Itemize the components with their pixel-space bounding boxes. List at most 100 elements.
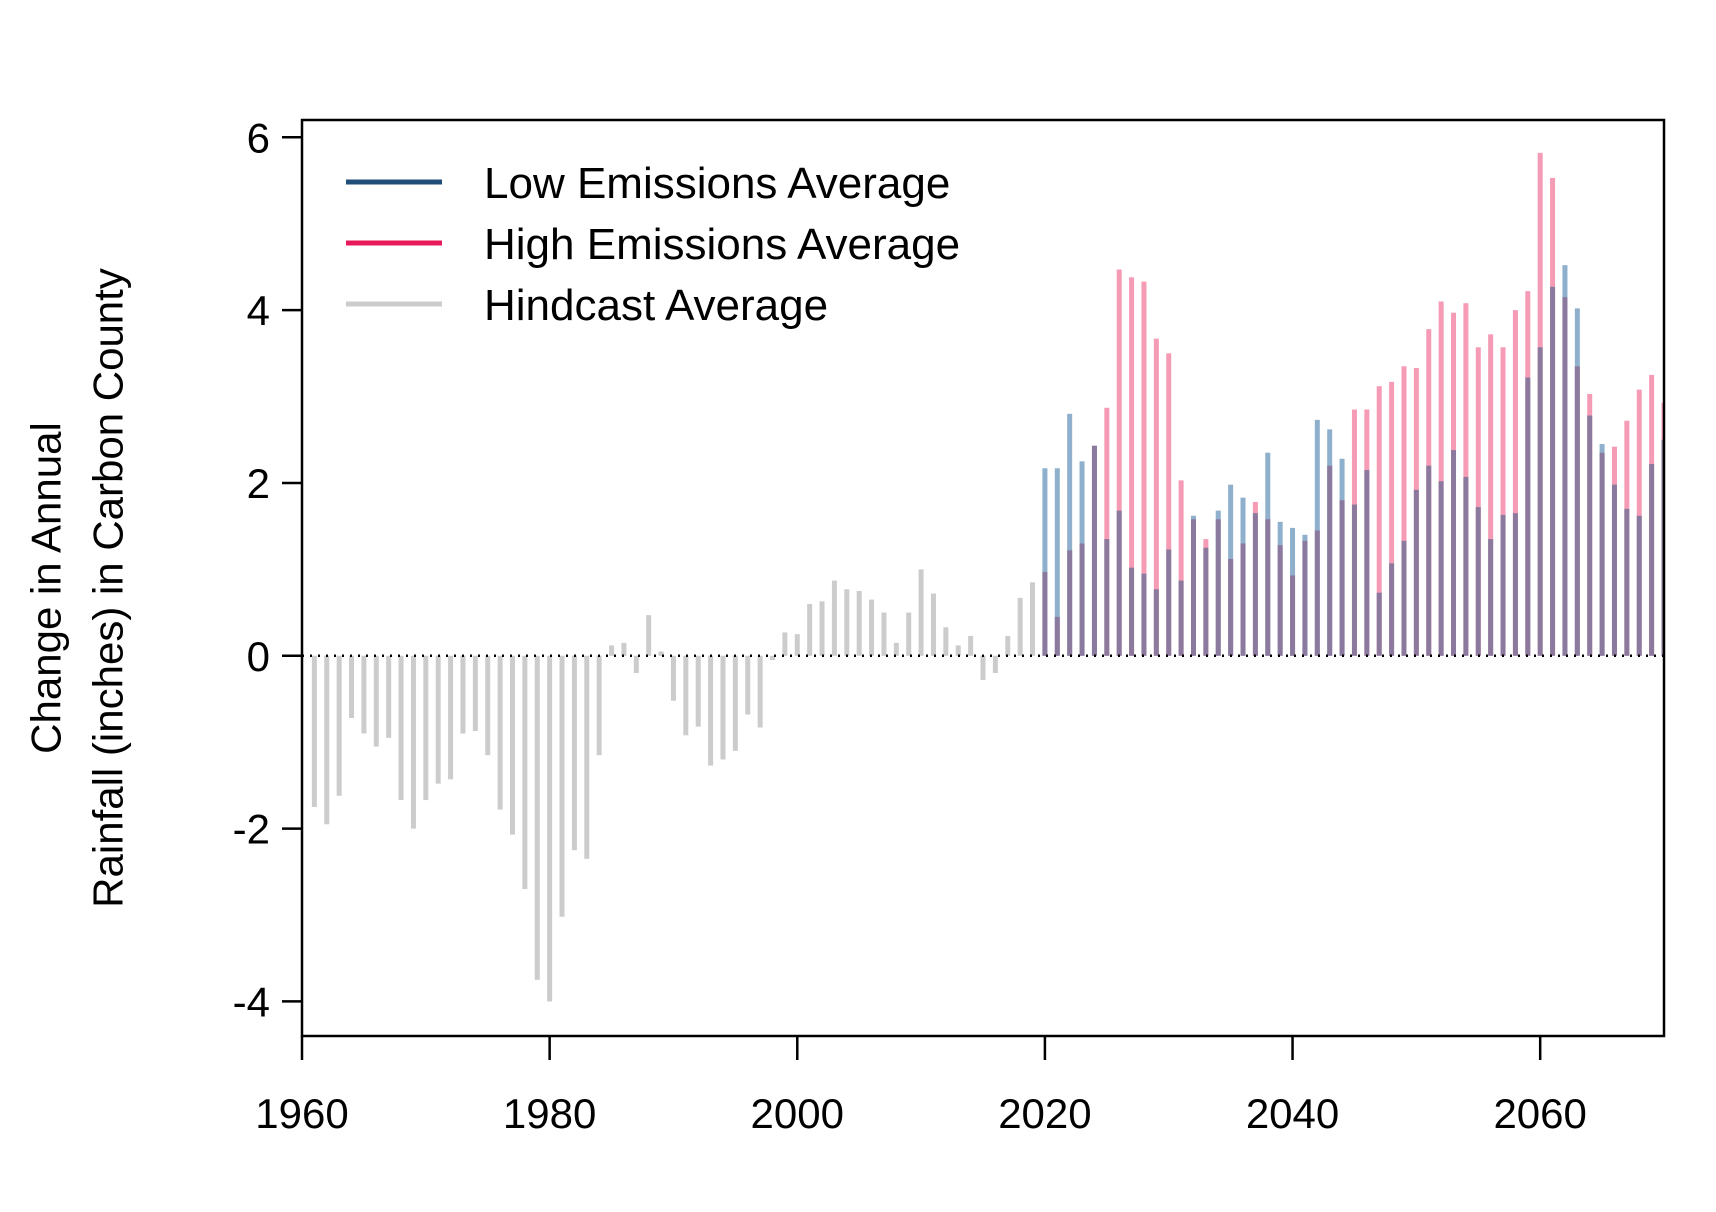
y-tick-label: 4 [247,287,270,334]
overlap-bar [1525,377,1531,656]
overlap-bar [1042,571,1048,656]
hindcast-bar [856,590,862,656]
low-emissions-bar [1054,468,1060,656]
bars-layer [311,152,1664,1002]
hindcast-bar [757,655,763,728]
overlap-bar [1190,519,1196,656]
hindcast-bar [410,655,416,829]
hindcast-bar [980,655,986,680]
high-emissions-bar [1488,334,1494,656]
y-tick-label: -4 [233,978,270,1025]
hindcast-bar [930,593,936,656]
overlap-bar [1587,415,1593,656]
hindcast-bar [968,635,974,656]
high-emissions-bar [1116,269,1122,656]
high-emissions-bar [1512,310,1518,656]
hindcast-bar [509,655,515,835]
x-tick-label: 2040 [1246,1090,1339,1137]
overlap-bar [1314,530,1320,656]
overlap-bar [1116,510,1122,656]
hindcast-bar [609,645,615,656]
low-emissions-bar [1067,413,1073,656]
overlap-bar [1550,286,1556,656]
hindcast-bar [621,642,627,656]
hindcast-bar [324,655,330,825]
hindcast-bar [918,569,924,656]
low-emissions-bar [1042,468,1048,656]
overlap-bar [1302,540,1308,656]
hindcast-bar [992,655,998,674]
overlap-bar [1129,567,1135,656]
hindcast-bar [311,655,317,807]
hindcast-bar [361,655,367,734]
high-emissions-bar [1104,407,1110,656]
overlap-bar [1178,580,1184,656]
overlap-bar [1240,543,1246,656]
overlap-bar [1141,573,1147,656]
overlap-bar [1611,484,1617,656]
y-tick-label: -2 [233,806,270,853]
overlap-bar [1451,450,1457,656]
x-tick-label: 2020 [998,1090,1091,1137]
overlap-bar [1153,589,1159,656]
overlap-bar [1166,549,1172,656]
overlap-bar [1562,297,1568,656]
hindcast-bar [398,655,404,801]
hindcast-bar [336,655,342,796]
high-emissions-bar [1129,277,1135,656]
hindcast-bar [534,655,540,980]
hindcast-bar [485,655,491,756]
hindcast-bar [955,645,961,656]
overlap-bar [1537,347,1543,656]
legend: Low Emissions Average High Emissions Aver… [346,159,960,330]
overlap-bar [1500,514,1506,656]
high-emissions-bar [1389,381,1395,656]
high-emissions-bar [1475,347,1481,656]
overlap-bar [1091,445,1097,656]
hindcast-bar [646,615,652,656]
high-emissions-bar [1166,353,1172,656]
overlap-bar [1203,547,1209,656]
y-tick-label: 2 [247,460,270,507]
y-axis-title: Change in Annual Rainfall (inches) in Car… [23,268,132,908]
overlap-bar [1636,515,1642,656]
overlap-bar [1475,507,1481,656]
overlap-bar [1339,500,1345,656]
overlap-bar [1054,616,1060,656]
overlap-bar [1438,481,1444,656]
overlap-bar [1413,489,1419,656]
overlap-bar [1401,540,1407,656]
overlap-bar [1265,519,1271,656]
overlap-bar [1215,519,1221,656]
plot-frame [300,118,1666,1038]
high-emissions-bar [1178,480,1184,656]
hindcast-bar [794,634,800,656]
overlap-bar [1389,563,1395,656]
legend-label: Low Emissions Average [484,159,950,208]
high-emissions-bar [1141,281,1147,656]
overlap-bar [1067,550,1073,656]
hindcast-bar [596,655,602,756]
hindcast-bar [497,655,503,810]
hindcast-bar [708,655,714,766]
x-tick-label: 1980 [503,1090,596,1137]
hindcast-bar [386,655,392,738]
y-tick-label: 6 [247,114,270,161]
overlap-bar [1327,465,1333,656]
hindcast-bar [435,655,441,784]
overlap-bar [1463,476,1469,656]
overlap-bar [1290,575,1296,656]
hindcast-bar [349,655,355,718]
hindcast-bar [559,655,565,917]
hindcast-bar [460,655,466,734]
hindcast-bar [695,655,701,727]
overlap-bar [1376,592,1382,656]
hindcast-bar [732,655,738,751]
hindcast-bar [547,655,553,1002]
hindcast-bar [571,655,577,851]
hindcast-bar [683,655,689,736]
hindcast-bar [1005,635,1011,656]
overlap-bar [1512,513,1518,656]
legend-label: Hindcast Average [484,281,828,330]
